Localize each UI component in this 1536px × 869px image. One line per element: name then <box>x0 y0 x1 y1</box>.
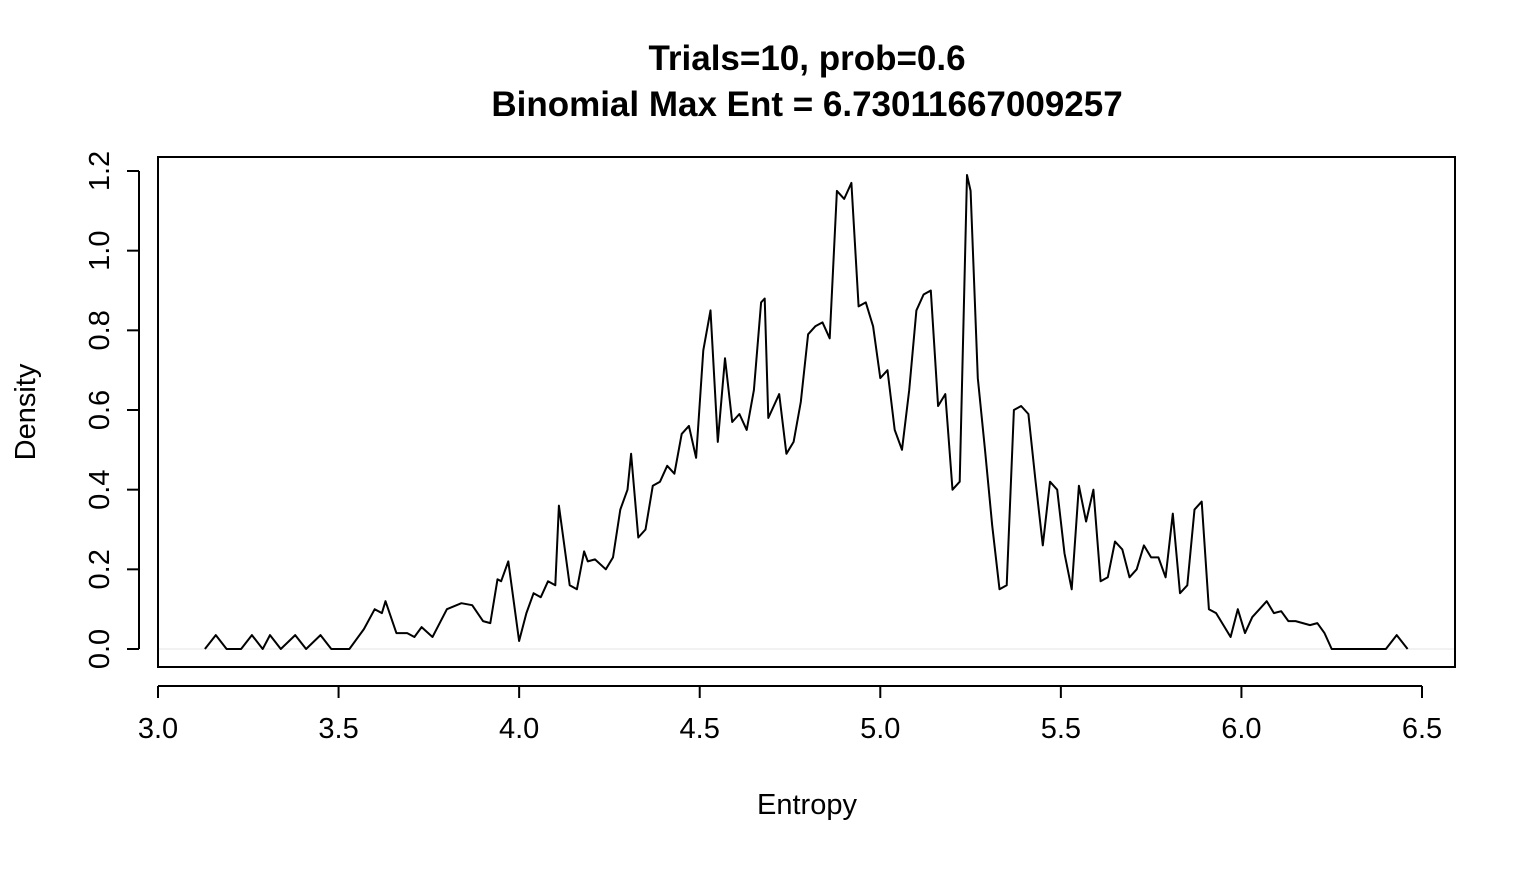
plot-frame <box>157 156 1456 668</box>
y-tick-label: 0.0 <box>84 629 116 669</box>
x-tick-label: 6.0 <box>1221 713 1261 745</box>
x-tick-label: 4.0 <box>499 713 539 745</box>
x-tick-label: 5.0 <box>860 713 900 745</box>
chart-title: Trials=10, prob=0.6 <box>648 39 965 78</box>
y-axis-label: Density <box>10 363 42 460</box>
x-tick-label: 4.5 <box>680 713 720 745</box>
y-tick-label: 1.0 <box>84 231 116 271</box>
y-tick-label: 0.2 <box>84 549 116 589</box>
x-tick-label: 5.5 <box>1041 713 1081 745</box>
y-axis: 0.0 0.2 0.4 0.6 0.8 1.0 1.2 <box>84 151 140 669</box>
x-tick-label: 3.5 <box>318 713 358 745</box>
chart-subtitle: Binomial Max Ent = 6.73011667009257 <box>491 85 1122 124</box>
y-tick-label: 1.2 <box>84 151 116 191</box>
y-tick-label: 0.8 <box>84 310 116 350</box>
x-axis-label: Entropy <box>757 789 857 821</box>
x-axis: 3.0 3.5 4.0 4.5 5.0 5.5 6.0 6.5 <box>138 685 1442 745</box>
y-tick-label: 0.6 <box>84 390 116 430</box>
x-tick-label: 3.0 <box>138 713 178 745</box>
y-tick-label: 0.4 <box>84 470 116 510</box>
density-line <box>204 174 1409 650</box>
x-tick-label: 6.5 <box>1402 713 1442 745</box>
